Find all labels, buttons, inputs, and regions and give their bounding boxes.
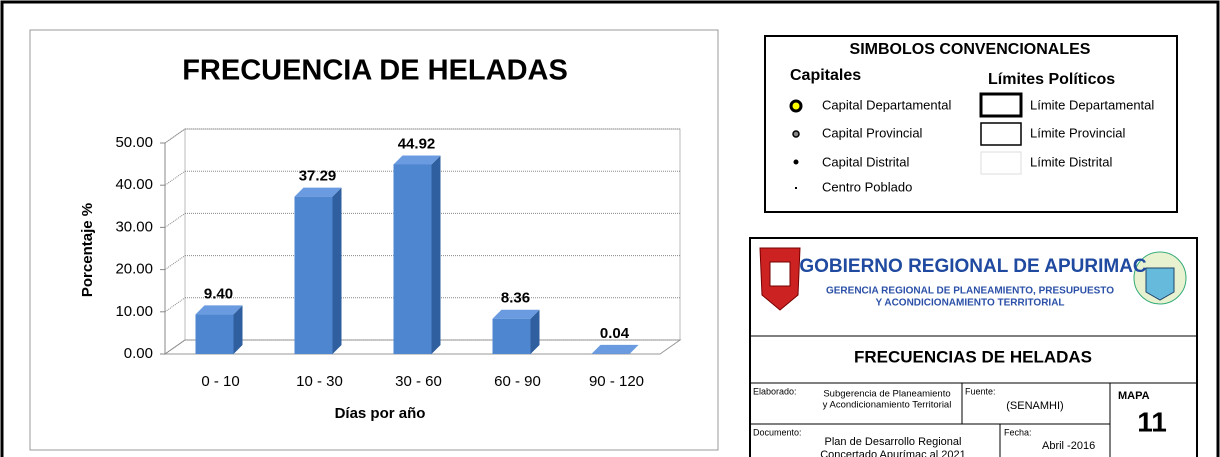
bar <box>492 318 531 354</box>
field-value: Abril -2016 <box>1042 440 1095 452</box>
x-axis-label: Días por año <box>335 405 426 422</box>
data-label: 44.92 <box>398 135 436 152</box>
field-label: Fecha: <box>1004 427 1032 437</box>
grid-line <box>164 128 186 144</box>
bar-top <box>294 187 342 197</box>
legend-item: Límite Provincial <box>1030 125 1125 140</box>
legend-item: Límite Departamental <box>1030 97 1154 112</box>
x-tick-label: 10 - 30 <box>296 373 343 390</box>
x-tick-label: 30 - 60 <box>395 373 442 390</box>
grid-line <box>164 255 186 271</box>
field-value: (SENAMHI) <box>1006 400 1063 412</box>
symbol <box>789 99 803 113</box>
symbol <box>979 92 1023 118</box>
y-tick-label: 50.00 <box>115 134 153 151</box>
data-label: 9.40 <box>204 285 233 302</box>
grid-line <box>164 339 186 355</box>
y-tick-label: 40.00 <box>115 176 153 193</box>
symbol <box>792 130 800 138</box>
x-tick-label: 90 - 120 <box>589 373 644 390</box>
y-tick-label: 20.00 <box>115 261 153 278</box>
bar-side <box>530 309 540 354</box>
x-tick-label: 0 - 10 <box>201 373 239 390</box>
symbol <box>980 122 1022 146</box>
legend-box <box>764 35 1178 213</box>
logo-left <box>759 247 801 311</box>
plot: 0.00 10.00 20.00 30.00 40.00 50.00 0 - 10 9.40 1… <box>115 128 682 390</box>
legend-heading: Capitales <box>790 67 861 84</box>
bar-side <box>629 344 639 354</box>
bar <box>294 196 333 354</box>
title-block <box>749 237 1198 457</box>
legend-item: Capital Provincial <box>822 125 923 140</box>
legend-item: Límite Distrital <box>1030 154 1112 169</box>
field-label: Elaborado: <box>753 386 797 396</box>
grid-line <box>164 297 186 313</box>
bar <box>393 164 432 354</box>
bar-top <box>393 155 441 165</box>
symbol <box>795 187 797 189</box>
data-label: 37.29 <box>299 168 337 185</box>
bar-side <box>233 305 243 354</box>
legend-item: Capital Distrital <box>822 154 910 169</box>
field-value: Subgerencia de Planeamiento <box>823 389 950 400</box>
bar-top <box>492 309 540 319</box>
y-tick-label: 30.00 <box>115 218 153 235</box>
field-value: Plan de Desarrollo Regional <box>825 436 962 448</box>
legend-heading: Límites Políticos <box>988 71 1115 88</box>
data-label: 0.04 <box>600 325 630 342</box>
y-tick-label: 0.00 <box>124 345 153 362</box>
logo-right <box>1133 251 1187 305</box>
field-label: Documento: <box>753 427 802 437</box>
field-label: Fuente: <box>965 386 996 396</box>
legend-item: Capital Departamental <box>822 97 951 112</box>
map-title: FRECUENCIAS DE HELADAS <box>854 347 1092 366</box>
bar-top <box>591 344 639 354</box>
field-value: y Acondicionamiento Territorial <box>823 400 952 411</box>
grid-line <box>164 212 186 228</box>
org-name: GOBIERNO REGIONAL DE APURIMAC <box>799 256 1147 277</box>
legend-item: Centro Poblado <box>822 179 912 194</box>
grid-line <box>164 170 186 186</box>
bar-side <box>332 187 342 354</box>
data-label: 8.36 <box>501 290 530 307</box>
y-axis-label: Porcentaje % <box>79 203 96 297</box>
dept-name: Y ACONDICIONAMIENTO TERRITORIAL <box>875 298 1064 309</box>
chart-title: FRECUENCIA DE HELADAS <box>182 55 568 87</box>
symbol <box>793 159 799 165</box>
map-number: 11 <box>1137 406 1167 437</box>
symbol <box>980 151 1022 175</box>
bar-side <box>431 155 441 354</box>
bar-top <box>195 305 243 315</box>
x-tick-label: 60 - 90 <box>494 373 541 390</box>
bar <box>195 314 234 354</box>
legend-title: SIMBOLOS CONVENCIONALES <box>850 41 1091 58</box>
dept-name: GERENCIA REGIONAL DE PLANEAMIENTO, PRESU… <box>826 286 1114 297</box>
y-tick-label: 10.00 <box>115 303 153 320</box>
side-wall <box>164 128 186 355</box>
field-label: MAPA <box>1118 390 1150 402</box>
field-value: Concertado Apurímac al 2021 <box>820 449 966 457</box>
